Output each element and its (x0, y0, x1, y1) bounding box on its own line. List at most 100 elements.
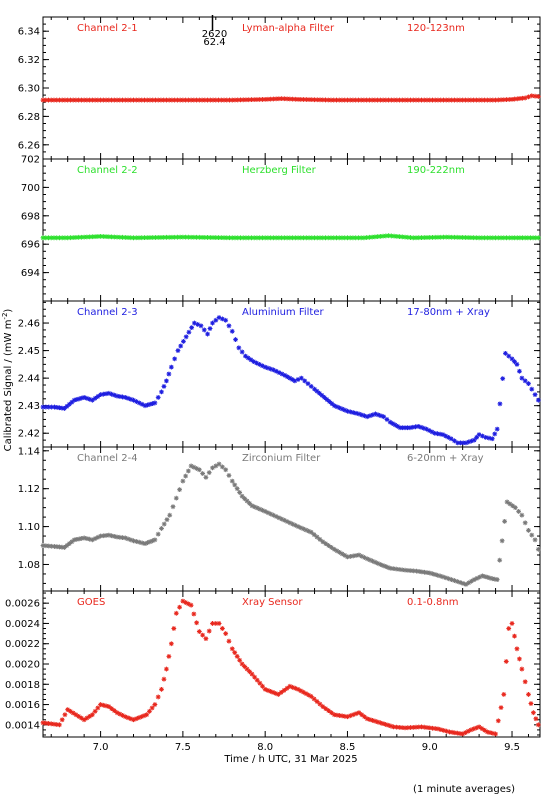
data-point (70, 710, 76, 716)
data-point (375, 412, 381, 418)
data-point (81, 535, 87, 541)
data-point (484, 729, 490, 735)
x-tick-label: 9.5 (504, 742, 520, 753)
data-point (482, 97, 487, 103)
data-point (235, 235, 241, 241)
panel-4: 1.08 1.10 1.12 1.14 Channel 2-4 Zirconium Fil… (18, 446, 541, 592)
data-point (331, 97, 337, 103)
data-point (125, 715, 131, 721)
data-point (435, 97, 441, 103)
data-point (535, 235, 541, 241)
data-point (273, 514, 279, 519)
data-point (482, 727, 487, 733)
data-point (317, 701, 323, 707)
data-point (460, 97, 466, 103)
data-point (314, 388, 320, 394)
data-point (89, 234, 95, 240)
data-point (254, 677, 260, 683)
data-point (380, 563, 386, 568)
data-point (273, 235, 279, 241)
data-point (441, 97, 446, 103)
data-point (122, 714, 128, 720)
data-point (445, 434, 451, 440)
data-point (265, 365, 271, 371)
data-point (454, 97, 460, 103)
data-point (479, 235, 485, 241)
data-point (421, 425, 427, 431)
data-point (303, 527, 309, 533)
data-point (372, 97, 378, 103)
y-tick-label: 6.30 (18, 84, 40, 95)
data-point (111, 97, 117, 103)
data-point (487, 730, 493, 736)
data-point (196, 467, 202, 473)
data-point (337, 713, 342, 718)
data-point (232, 235, 238, 241)
data-point (303, 97, 309, 102)
data-point (89, 397, 95, 403)
data-point (125, 395, 131, 401)
data-point (482, 574, 488, 579)
data-point (177, 97, 183, 103)
data-point (377, 562, 383, 567)
data-point (78, 234, 84, 240)
data-point (446, 234, 452, 240)
data-point (79, 395, 85, 401)
x-axis-label: Time / h UTC, 31 Mar 2025 (223, 754, 357, 765)
data-point (270, 235, 276, 241)
data-point (533, 235, 539, 241)
data-point (323, 541, 329, 547)
data-point (52, 404, 57, 410)
data-point (100, 234, 106, 239)
data-point (76, 234, 82, 240)
data-point (106, 97, 112, 103)
data-point (203, 636, 209, 642)
data-point (244, 666, 250, 672)
data-point (367, 557, 373, 563)
data-point (489, 436, 495, 442)
data-point (139, 97, 145, 103)
data-point (430, 234, 435, 240)
data-point (224, 235, 230, 241)
data-point (173, 610, 179, 616)
data-point (463, 440, 469, 446)
data-point (117, 234, 123, 240)
data-point (150, 538, 155, 544)
data-point (221, 97, 227, 103)
data-point (273, 96, 279, 102)
data-point (503, 659, 509, 664)
panel-5: 0.0014 0.0016 0.0018 0.0020 0.0022 0.0024 0.00… (5, 590, 541, 738)
data-point (427, 97, 433, 103)
data-point (287, 96, 293, 102)
data-point (295, 524, 301, 529)
data-point (287, 683, 293, 689)
data-point (252, 674, 258, 680)
data-point (339, 235, 345, 241)
data-point (443, 575, 449, 581)
data-point (411, 568, 417, 574)
data-point (54, 722, 60, 727)
data-point (375, 560, 381, 566)
data-point (249, 671, 255, 677)
data-point (309, 235, 315, 241)
data-point (408, 97, 413, 103)
data-point (356, 552, 362, 558)
data-point (76, 396, 82, 402)
data-point (328, 97, 334, 103)
data-point (191, 464, 197, 470)
y-tick-label: 694 (21, 268, 40, 279)
data-point (109, 706, 114, 712)
y-tick-label: 0.0024 (5, 619, 40, 630)
data-point (109, 234, 114, 240)
data-point (397, 97, 402, 103)
data-point (314, 699, 320, 704)
data-point (65, 97, 71, 103)
data-point (387, 565, 393, 571)
data-point (166, 371, 172, 377)
data-point (331, 712, 337, 718)
data-point (452, 97, 457, 103)
data-point (103, 234, 109, 240)
data-point (486, 435, 492, 441)
data-point (210, 465, 215, 471)
data-point (314, 534, 320, 540)
